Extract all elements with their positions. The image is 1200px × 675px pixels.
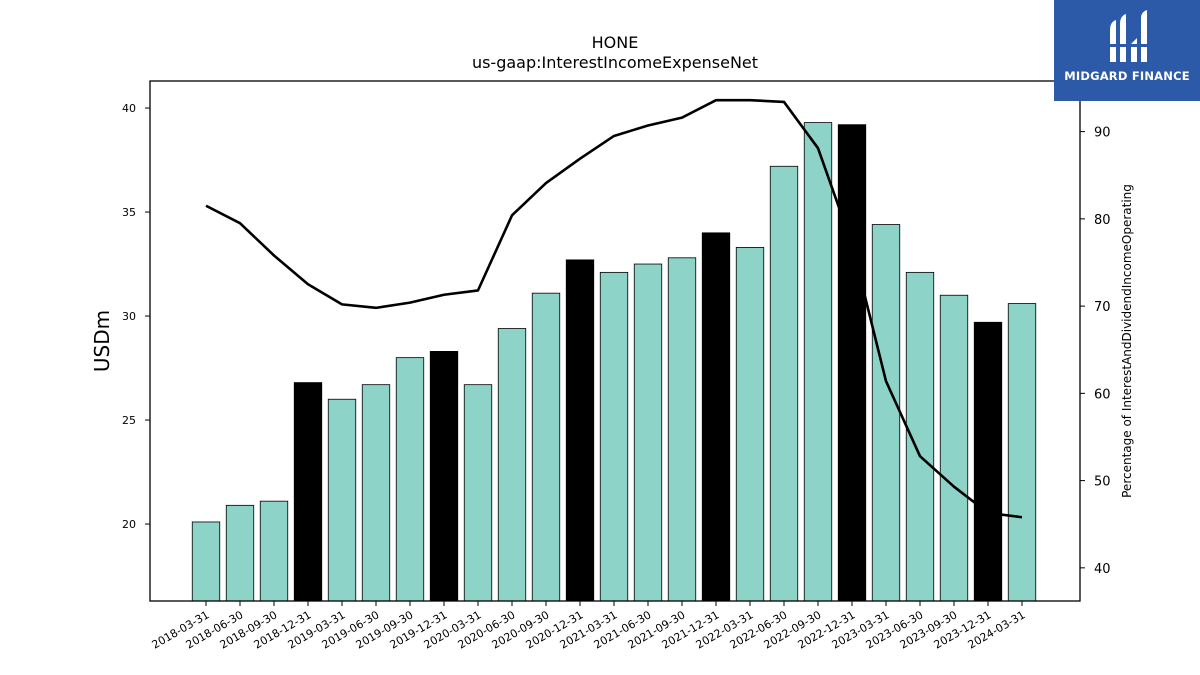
bar	[1007, 303, 1037, 602]
bar	[191, 521, 221, 602]
logo-text: MIDGARD FINANCE	[1064, 69, 1190, 83]
bar	[837, 124, 867, 602]
bar	[497, 328, 527, 602]
brand-logo: MIDGARD FINANCE	[1054, 0, 1200, 101]
bar	[599, 271, 629, 602]
bar	[769, 165, 799, 602]
y-right-tick-label: 80	[1094, 213, 1111, 228]
y-axis-right-label: Percentage of InterestAndDividendIncomeO…	[1120, 184, 1134, 498]
bar	[327, 398, 357, 602]
bar	[293, 382, 323, 602]
y-axis-label: USDm	[90, 310, 114, 372]
bar	[701, 232, 731, 602]
bar	[395, 357, 425, 602]
bar	[565, 259, 595, 602]
y-tick-label: 20	[122, 518, 136, 531]
bar	[361, 384, 391, 602]
bar	[225, 504, 255, 602]
chart-subtitle: us-gaap:InterestIncomeExpenseNet	[472, 53, 758, 72]
bar	[803, 122, 833, 602]
bar	[463, 384, 493, 602]
bar	[259, 500, 289, 602]
bar-series	[191, 122, 1037, 602]
line-series	[205, 98, 1023, 519]
y-axis-right: 40 50 60 70 80 90	[1080, 126, 1111, 577]
y-right-tick-label: 50	[1094, 475, 1111, 490]
bar	[939, 294, 969, 602]
bar	[667, 257, 697, 602]
bar	[871, 224, 901, 602]
chart-title: HONE	[592, 33, 639, 52]
logo-background	[1054, 0, 1200, 101]
x-axis: 2018-03-312018-06-302018-09-302018-12-31…	[150, 601, 1028, 652]
y-tick-label: 35	[122, 206, 136, 219]
y-tick-label: 40	[122, 102, 136, 115]
y-right-tick-label: 90	[1094, 126, 1111, 141]
y-right-tick-label: 60	[1094, 387, 1111, 402]
bar	[429, 350, 459, 602]
plot-frame	[149, 80, 1081, 602]
y-tick-label: 25	[122, 414, 136, 427]
y-tick-label: 30	[122, 310, 136, 323]
bar	[531, 292, 561, 602]
y-right-tick-label: 40	[1094, 562, 1111, 577]
bar	[973, 321, 1003, 602]
y-axis-left: 20 25 30 35 40	[122, 102, 150, 531]
bar	[735, 246, 765, 602]
y-right-tick-label: 70	[1094, 300, 1111, 315]
line-path	[205, 98, 1023, 519]
bar	[633, 263, 663, 602]
